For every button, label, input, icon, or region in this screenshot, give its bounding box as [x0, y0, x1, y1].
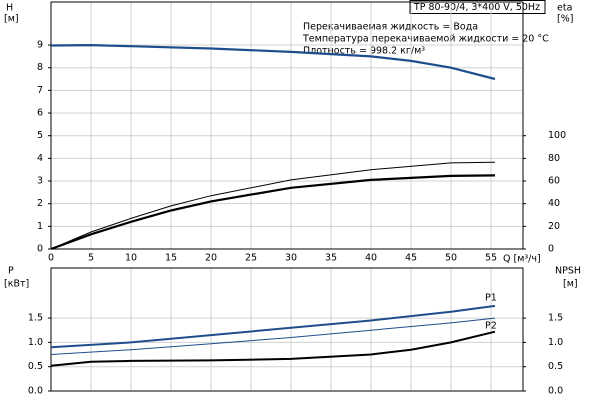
- y2-tick-label: 1.0: [548, 337, 563, 348]
- y2-tick-label: 80: [548, 153, 560, 164]
- x-axis-label: Q [м³/ч]: [503, 254, 541, 265]
- annotation: Плотность = 998.2 кг/м³: [303, 46, 425, 57]
- plot-frame: [50, 267, 524, 392]
- y-tick-label: 1.5: [28, 313, 43, 324]
- y2-tick-label: 0.0: [548, 386, 563, 397]
- y2-tick-label: 20: [548, 221, 560, 232]
- y2-tick-label: 100: [548, 130, 566, 141]
- y-tick-label: 7: [37, 85, 43, 96]
- y-axis-label: P: [8, 266, 14, 277]
- x-tick-label: 45: [405, 253, 417, 264]
- curve: [50, 174, 496, 251]
- y-tick-label: 0.5: [28, 361, 43, 372]
- x-tick-label: 15: [165, 253, 177, 264]
- y-tick-label: 6: [37, 108, 43, 119]
- y-tick-label: 8: [37, 62, 43, 73]
- x-tick-label: 0: [48, 253, 54, 264]
- y2-axis-label: [%]: [557, 14, 573, 25]
- curve: [50, 317, 496, 355]
- series-label: P2: [485, 321, 497, 332]
- y2-tick-label: 40: [548, 198, 560, 209]
- x-tick-label: 20: [205, 253, 217, 264]
- y2-tick-label: 1.5: [548, 313, 563, 324]
- curve: [50, 43, 496, 81]
- y-tick-label: 5: [37, 130, 43, 141]
- y-tick-label: 4: [37, 153, 43, 164]
- y-tick-label: 0: [37, 244, 43, 255]
- title-box: [409, 0, 546, 14]
- y-tick-label: 1: [37, 221, 43, 232]
- curve: [50, 330, 496, 367]
- annotation: Температура перекачиваемой жидкости = 20…: [302, 34, 549, 45]
- x-tick-label: 25: [245, 253, 257, 264]
- y2-tick-label: 0: [548, 244, 554, 255]
- x-tick-label: 5: [88, 253, 94, 264]
- y2-axis-label: NPSH: [555, 266, 581, 277]
- series-label: P1: [485, 292, 497, 303]
- chart-title: TP 80-90/4, 3*400 V, 50Hz: [413, 2, 540, 13]
- y2-tick-label: 60: [548, 176, 560, 187]
- y-axis-label: [м]: [4, 14, 19, 25]
- annotation: Перекачиваемая жидкость = Вода: [303, 22, 478, 33]
- y-tick-label: 1.0: [28, 337, 43, 348]
- y-tick-label: 3: [37, 176, 43, 187]
- plot-frame: [50, 1, 524, 250]
- y2-tick-label: 0.5: [548, 361, 563, 372]
- y-tick-label: 0.0: [28, 386, 43, 397]
- y-tick-label: 9: [37, 40, 43, 51]
- x-tick-label: 10: [125, 253, 137, 264]
- curve: [50, 161, 496, 250]
- x-tick-label: 30: [285, 253, 297, 264]
- y-axis-label: [кВт]: [4, 279, 29, 290]
- y2-axis-label: [м]: [563, 279, 578, 290]
- x-tick-label: 55: [485, 253, 497, 264]
- curve: [50, 304, 496, 349]
- x-tick-label: 40: [365, 253, 377, 264]
- y2-axis-label: eta: [557, 3, 572, 14]
- x-tick-label: 35: [325, 253, 337, 264]
- x-tick-label: 50: [445, 253, 457, 264]
- y-tick-label: 2: [37, 198, 43, 209]
- y-axis-label: H: [6, 3, 13, 14]
